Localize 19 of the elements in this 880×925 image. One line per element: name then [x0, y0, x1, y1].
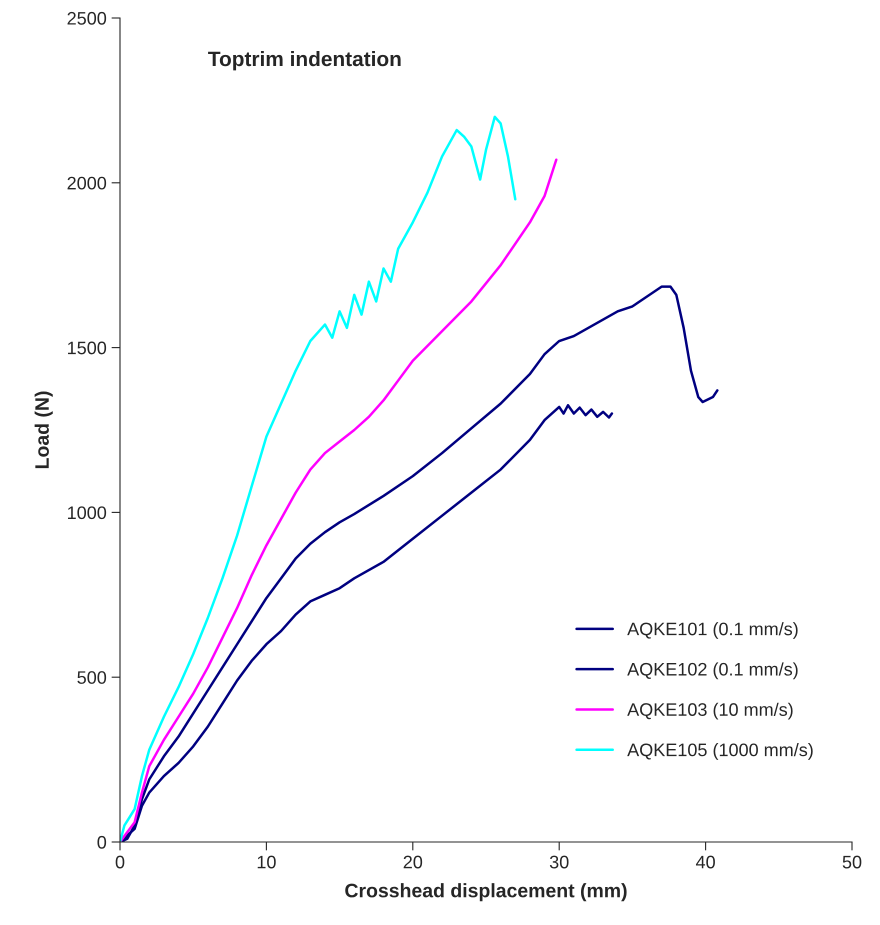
y-tick-label: 1000: [68, 506, 106, 520]
x-axis-title: Crosshead displacement (mm): [345, 883, 627, 902]
y-tick-label: 0: [97, 836, 106, 849]
y-axis-title: Load (N): [34, 392, 53, 468]
y-tick-label: 500: [77, 671, 106, 684]
y-tick-label: 1500: [68, 342, 106, 354]
x-tick-label: 20: [404, 856, 422, 868]
legend-label: AQKE101 (0.1 mm/s): [627, 622, 798, 639]
legend-label: AQKE103 (10 mm/s): [627, 702, 793, 720]
legend-label: AQKE105 (1000 mm/s): [627, 743, 813, 760]
x-tick-label: 30: [550, 856, 569, 868]
x-tick-label: 40: [696, 856, 715, 868]
text: Toptrim indentation: [208, 50, 401, 70]
y-tick-label: 2500: [68, 12, 106, 25]
x-tick-label: 0: [116, 856, 124, 868]
x-tick-label: 50: [842, 856, 862, 868]
x-tick-label: 10: [258, 856, 276, 868]
legend-label: AQKE102 (0.1 mm/s): [627, 662, 798, 680]
y-tick-label: 2000: [68, 176, 106, 190]
